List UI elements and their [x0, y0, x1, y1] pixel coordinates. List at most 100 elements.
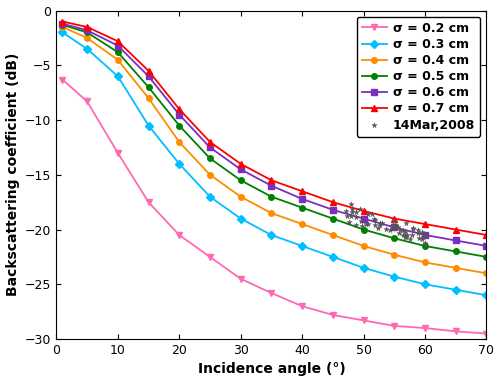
14Mar,2008	[376, 220, 384, 226]
σ = 0.6 cm	[268, 183, 274, 188]
14Mar,2008	[368, 211, 376, 217]
σ = 0.2 cm	[268, 291, 274, 295]
σ = 0.7 cm	[115, 39, 121, 44]
σ = 0.4 cm	[484, 271, 490, 276]
14Mar,2008	[418, 236, 426, 242]
σ = 0.4 cm	[207, 173, 213, 177]
σ = 0.2 cm	[207, 255, 213, 259]
Y-axis label: Backscattering coefficient (dB): Backscattering coefficient (dB)	[6, 53, 20, 296]
14Mar,2008	[414, 230, 422, 236]
σ = 0.2 cm	[84, 99, 90, 104]
14Mar,2008	[408, 232, 416, 238]
σ = 0.7 cm	[268, 178, 274, 183]
σ = 0.7 cm	[238, 162, 244, 166]
σ = 0.4 cm	[422, 260, 428, 265]
σ = 0.7 cm	[330, 200, 336, 204]
σ = 0.7 cm	[60, 19, 66, 24]
σ = 0.2 cm	[299, 304, 305, 309]
σ = 0.7 cm	[422, 222, 428, 227]
σ = 0.3 cm	[360, 265, 366, 270]
σ = 0.6 cm	[238, 167, 244, 172]
σ = 0.7 cm	[176, 107, 182, 112]
σ = 0.5 cm	[84, 30, 90, 35]
σ = 0.6 cm	[330, 207, 336, 212]
14Mar,2008	[396, 230, 404, 236]
14Mar,2008	[386, 227, 394, 233]
Line: σ = 0.7 cm: σ = 0.7 cm	[59, 18, 490, 238]
σ = 0.6 cm	[176, 112, 182, 117]
14Mar,2008	[364, 211, 372, 217]
σ = 0.5 cm	[330, 216, 336, 221]
Line: σ = 0.6 cm: σ = 0.6 cm	[60, 21, 489, 249]
14Mar,2008	[370, 222, 378, 228]
σ = 0.2 cm	[115, 151, 121, 155]
σ = 0.4 cm	[452, 265, 458, 270]
σ = 0.6 cm	[115, 43, 121, 48]
σ = 0.5 cm	[115, 50, 121, 55]
14Mar,2008	[410, 226, 418, 232]
σ = 0.2 cm	[484, 331, 490, 336]
σ = 0.6 cm	[207, 145, 213, 150]
σ = 0.4 cm	[146, 96, 152, 100]
σ = 0.5 cm	[452, 249, 458, 254]
14Mar,2008	[356, 206, 364, 212]
14Mar,2008	[370, 216, 378, 222]
σ = 0.6 cm	[392, 225, 398, 230]
σ = 0.5 cm	[484, 255, 490, 259]
σ = 0.6 cm	[484, 244, 490, 248]
σ = 0.3 cm	[330, 255, 336, 259]
14Mar,2008	[371, 217, 379, 223]
σ = 0.5 cm	[392, 236, 398, 241]
14Mar,2008	[422, 232, 430, 238]
14Mar,2008	[414, 227, 422, 233]
σ = 0.5 cm	[176, 123, 182, 128]
σ = 0.3 cm	[268, 233, 274, 237]
14Mar,2008	[420, 241, 428, 247]
σ = 0.2 cm	[392, 324, 398, 328]
σ = 0.2 cm	[330, 312, 336, 317]
σ = 0.3 cm	[452, 288, 458, 292]
σ = 0.6 cm	[360, 216, 366, 221]
14Mar,2008	[418, 228, 426, 235]
σ = 0.3 cm	[484, 293, 490, 298]
σ = 0.7 cm	[299, 189, 305, 194]
σ = 0.5 cm	[146, 85, 152, 89]
σ = 0.3 cm	[422, 282, 428, 286]
Legend: σ = 0.2 cm, σ = 0.3 cm, σ = 0.4 cm, σ = 0.5 cm, σ = 0.6 cm, σ = 0.7 cm, 14Mar,20: σ = 0.2 cm, σ = 0.3 cm, σ = 0.4 cm, σ = …	[356, 17, 480, 136]
14Mar,2008	[406, 236, 414, 242]
14Mar,2008	[358, 223, 366, 229]
σ = 0.4 cm	[268, 211, 274, 215]
14Mar,2008	[362, 221, 370, 227]
14Mar,2008	[396, 227, 404, 233]
14Mar,2008	[364, 221, 372, 227]
σ = 0.3 cm	[207, 194, 213, 199]
σ = 0.5 cm	[360, 227, 366, 232]
14Mar,2008	[403, 231, 411, 238]
σ = 0.5 cm	[60, 23, 66, 27]
14Mar,2008	[348, 206, 356, 212]
σ = 0.4 cm	[176, 140, 182, 144]
σ = 0.7 cm	[452, 227, 458, 232]
σ = 0.2 cm	[238, 277, 244, 281]
14Mar,2008	[415, 235, 423, 241]
σ = 0.7 cm	[484, 233, 490, 237]
Line: σ = 0.3 cm: σ = 0.3 cm	[60, 30, 489, 298]
σ = 0.6 cm	[299, 197, 305, 201]
14Mar,2008	[391, 222, 399, 228]
σ = 0.3 cm	[392, 274, 398, 279]
14Mar,2008	[346, 201, 354, 207]
14Mar,2008	[394, 224, 402, 230]
14Mar,2008	[402, 220, 409, 226]
σ = 0.4 cm	[299, 222, 305, 227]
14Mar,2008	[402, 234, 410, 240]
σ = 0.7 cm	[392, 216, 398, 221]
σ = 0.3 cm	[115, 74, 121, 79]
14Mar,2008	[352, 209, 360, 215]
σ = 0.5 cm	[422, 244, 428, 248]
14Mar,2008	[401, 229, 409, 235]
σ = 0.2 cm	[452, 329, 458, 333]
σ = 0.2 cm	[176, 233, 182, 237]
14Mar,2008	[390, 225, 398, 231]
σ = 0.6 cm	[60, 21, 66, 26]
σ = 0.6 cm	[422, 233, 428, 237]
